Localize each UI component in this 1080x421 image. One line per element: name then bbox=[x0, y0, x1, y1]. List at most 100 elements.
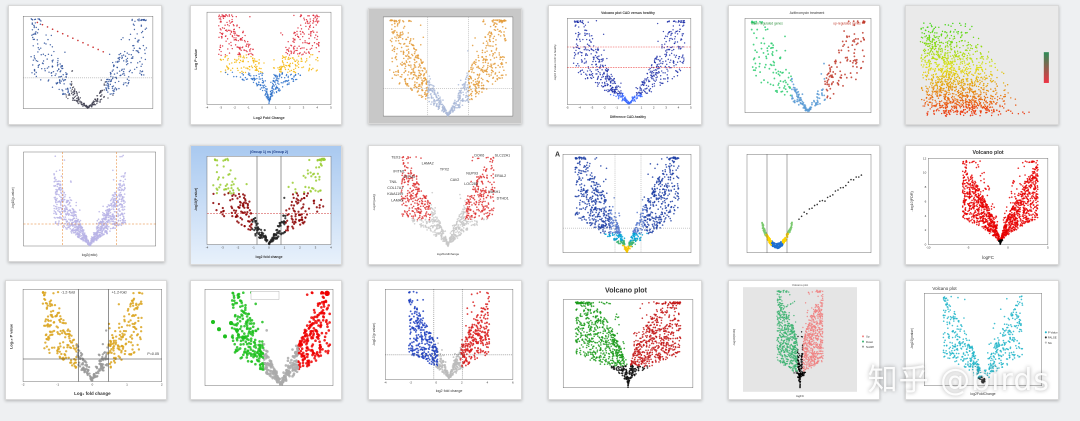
data-point bbox=[396, 47, 399, 50]
data-point bbox=[485, 88, 488, 90]
data-point bbox=[956, 73, 959, 76]
data-point bbox=[928, 52, 931, 54]
data-point bbox=[983, 91, 985, 94]
data-point bbox=[978, 94, 980, 96]
data-point bbox=[777, 73, 780, 76]
data-point bbox=[602, 75, 605, 78]
data-point bbox=[226, 59, 229, 61]
data-point bbox=[771, 52, 773, 55]
data-point bbox=[980, 98, 983, 100]
data-point bbox=[123, 74, 126, 76]
data-point bbox=[837, 83, 840, 85]
data-point bbox=[404, 67, 406, 70]
data-point bbox=[947, 110, 950, 112]
data-point bbox=[940, 33, 943, 35]
x-tick-label: 3 bbox=[665, 106, 667, 110]
data-point bbox=[253, 65, 256, 68]
data-point bbox=[679, 28, 681, 31]
data-point bbox=[470, 76, 472, 79]
data-point bbox=[968, 86, 971, 88]
data-point bbox=[464, 81, 467, 83]
data-point bbox=[499, 19, 501, 22]
data-point bbox=[941, 106, 943, 108]
data-point bbox=[286, 61, 288, 64]
data-point bbox=[959, 105, 961, 107]
data-point bbox=[283, 65, 285, 67]
data-point bbox=[60, 191, 62, 194]
data-point bbox=[408, 60, 411, 63]
volcano-plot-thumbnail bbox=[905, 5, 1059, 125]
data-point bbox=[960, 70, 962, 72]
data-point bbox=[482, 20, 485, 23]
data-point bbox=[426, 94, 429, 97]
data-point bbox=[242, 59, 244, 61]
data-point bbox=[961, 99, 963, 102]
data-point bbox=[422, 67, 425, 69]
data-point bbox=[296, 33, 298, 35]
data-point bbox=[668, 66, 670, 68]
data-point bbox=[117, 57, 119, 60]
data-point bbox=[437, 97, 440, 100]
data-point bbox=[278, 83, 280, 85]
data-point bbox=[316, 69, 318, 71]
data-point bbox=[976, 47, 978, 49]
data-point bbox=[396, 25, 399, 27]
data-point bbox=[399, 43, 402, 45]
data-point bbox=[262, 84, 264, 87]
data-point bbox=[259, 88, 262, 90]
data-point bbox=[990, 94, 992, 97]
data-point bbox=[755, 66, 757, 69]
data-point bbox=[409, 40, 411, 43]
data-point bbox=[975, 99, 977, 102]
data-point bbox=[964, 32, 967, 34]
data-point bbox=[606, 84, 609, 87]
data-point bbox=[601, 76, 603, 79]
data-point bbox=[392, 71, 395, 74]
data-point bbox=[70, 230, 72, 233]
data-point bbox=[228, 15, 231, 17]
data-point bbox=[318, 20, 320, 22]
data-point bbox=[987, 82, 989, 85]
data-point bbox=[650, 76, 652, 79]
data-point bbox=[34, 33, 37, 35]
data-point bbox=[657, 40, 659, 43]
data-point bbox=[599, 72, 601, 74]
data-point bbox=[668, 38, 671, 40]
data-point bbox=[844, 56, 847, 59]
data-point bbox=[131, 71, 133, 74]
data-point bbox=[298, 36, 300, 39]
data-point bbox=[77, 102, 80, 105]
data-point bbox=[938, 89, 940, 91]
data-point bbox=[80, 102, 82, 104]
data-point bbox=[442, 111, 445, 113]
data-point bbox=[995, 93, 997, 96]
data-point bbox=[1028, 111, 1030, 113]
data-point bbox=[57, 63, 59, 66]
data-point bbox=[954, 60, 956, 63]
data-point bbox=[218, 36, 220, 39]
data-point bbox=[606, 77, 609, 79]
data-point bbox=[125, 82, 127, 84]
data-point bbox=[417, 54, 420, 56]
data-point bbox=[811, 101, 813, 104]
data-point bbox=[975, 71, 977, 73]
data-point bbox=[275, 85, 278, 87]
data-point bbox=[648, 69, 650, 71]
data-point bbox=[51, 46, 54, 48]
data-point bbox=[589, 35, 591, 37]
data-point bbox=[978, 101, 981, 103]
data-point bbox=[1023, 112, 1025, 115]
data-point bbox=[503, 35, 506, 37]
data-point bbox=[248, 74, 251, 77]
data-point bbox=[462, 83, 465, 85]
data-point bbox=[956, 44, 958, 46]
data-point bbox=[220, 32, 223, 35]
data-point bbox=[265, 92, 267, 95]
data-point bbox=[397, 71, 400, 74]
data-point bbox=[299, 38, 301, 41]
data-point bbox=[851, 61, 854, 64]
data-point bbox=[427, 96, 429, 99]
data-point bbox=[985, 109, 987, 111]
data-point bbox=[575, 20, 577, 22]
data-point bbox=[959, 68, 961, 70]
